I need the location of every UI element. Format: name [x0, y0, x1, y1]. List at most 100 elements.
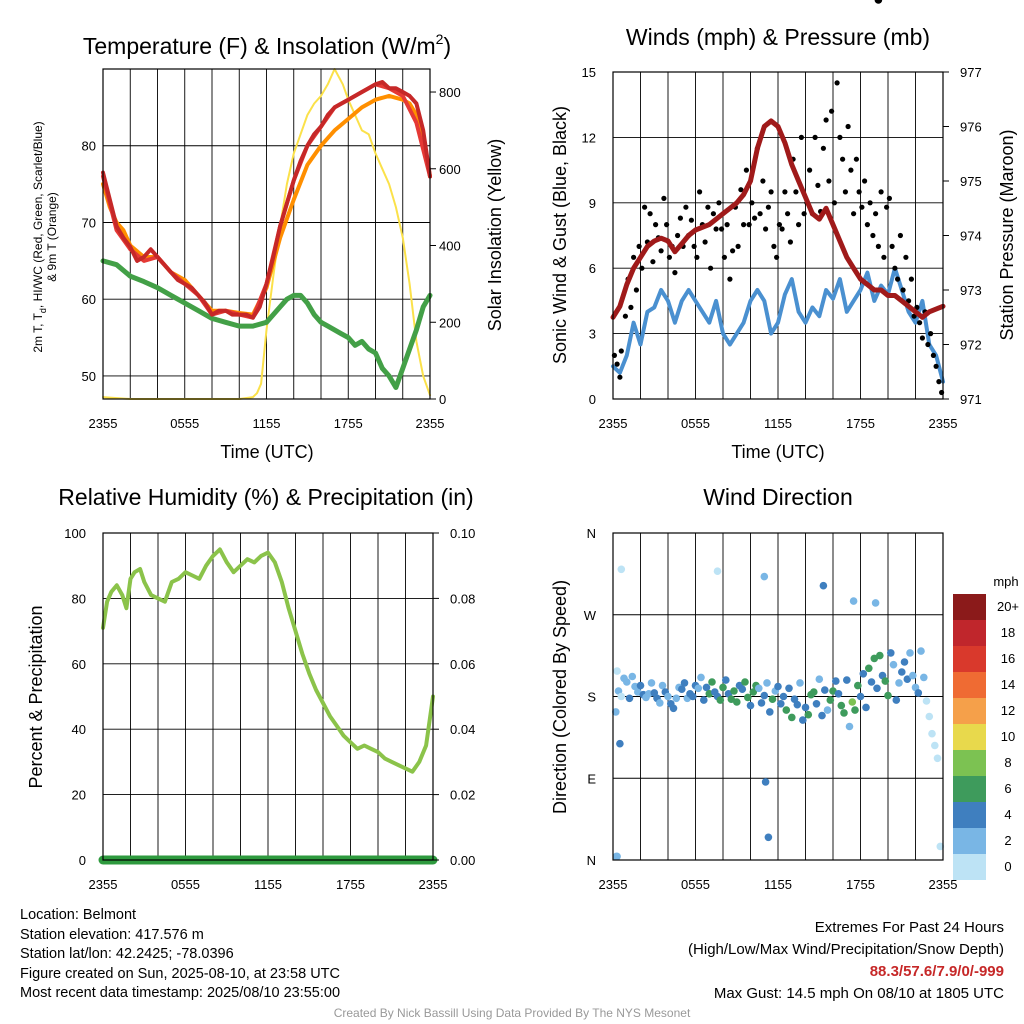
gust-point — [892, 265, 898, 271]
gust-point — [820, 145, 827, 151]
wind-plot-area — [610, 80, 946, 396]
gust-point — [826, 178, 832, 184]
temperature-x-tick-2355: 2355 — [416, 416, 445, 431]
temperature-panel-title: Temperature (F) & Insolation (W/m2) — [83, 31, 451, 59]
gust-point — [853, 156, 860, 162]
temperature-x-tick-0555: 0555 — [170, 416, 199, 431]
humidity-left-axis-label: Percent & Precipitation — [26, 605, 46, 788]
direction-point — [694, 684, 703, 693]
gust-point — [829, 108, 835, 114]
direction-point — [796, 679, 804, 687]
direction-point — [697, 673, 705, 682]
gust-point — [881, 254, 887, 260]
direction-point — [774, 682, 782, 691]
direction-point — [744, 693, 752, 702]
direction-point — [761, 778, 770, 786]
direction-point — [766, 708, 774, 716]
gust-point — [647, 211, 653, 217]
direction-x-tick-0555: 0555 — [681, 877, 710, 892]
gust-point — [831, 200, 838, 206]
direction-point — [895, 679, 903, 687]
pressure-right-axis-label: Station Pressure (Maroon) — [997, 129, 1017, 340]
direction-point — [928, 729, 936, 738]
gust-point — [895, 276, 901, 282]
gust-point — [752, 215, 758, 221]
direction-point — [815, 675, 824, 683]
gust-point — [735, 243, 741, 249]
gust-point — [743, 167, 750, 173]
gust-point — [840, 156, 846, 162]
speed-colorbar: 20+ 18 16 14 12 10 8 6 4 2 0 — [953, 594, 1019, 880]
gust-point — [815, 182, 821, 188]
extremes-subheading: (High/Low/Max Wind/Precipitation/Snow De… — [688, 941, 1004, 958]
colorbar-swatch — [953, 776, 986, 802]
direction-point — [779, 692, 788, 701]
colorbar-swatch — [953, 672, 986, 698]
pressure-y2-tick-977: 977 — [960, 65, 982, 80]
direction-point — [884, 691, 892, 700]
direction-point — [623, 678, 631, 686]
colorbar-swatch — [953, 620, 986, 646]
direction-point — [617, 565, 626, 574]
direction-point — [625, 694, 634, 703]
direction-point — [925, 712, 934, 721]
direction-point — [914, 689, 923, 697]
wind-y-tick-6: 6 — [589, 261, 596, 276]
colorbar-label-16: 16 — [1001, 651, 1015, 666]
pressure-y2-tick-976: 976 — [960, 120, 982, 135]
humidity-x-tick-0555: 0555 — [171, 877, 200, 892]
direction-point — [647, 679, 656, 687]
direction-point — [810, 688, 818, 696]
colorbar-label-8: 8 — [1004, 755, 1011, 770]
colorbar-swatch — [953, 698, 986, 724]
gust-point — [697, 189, 703, 195]
gust-point — [705, 204, 711, 210]
direction-point — [917, 647, 925, 655]
temperature-left-axis-label-line1: 2m T, Td, HI/WC (Red, Green, Scarlet/Blu… — [31, 121, 48, 352]
humidity-y-tick-0: 0 — [79, 853, 86, 868]
humidity-x-tick-2355: 2355 — [419, 877, 448, 892]
direction-point — [804, 710, 813, 719]
direction-point — [832, 677, 840, 685]
gust-point — [713, 226, 719, 232]
gust-point — [724, 222, 730, 228]
gust-point — [614, 361, 620, 367]
direction-point — [856, 692, 865, 701]
direction-point — [920, 673, 928, 682]
gust-point — [919, 335, 926, 341]
direction-y-tick-N-0: N — [587, 853, 596, 868]
gust-point — [793, 189, 799, 195]
gust-point — [798, 134, 805, 140]
temperature-x-tick-1755: 1755 — [334, 416, 363, 431]
gust-point — [650, 259, 656, 265]
gust-point — [807, 167, 813, 173]
direction-x-tick-2355: 2355 — [929, 877, 958, 892]
direction-point — [887, 649, 895, 657]
station-info: Location: Belmont Station elevation: 417… — [20, 906, 340, 1004]
direction-point — [628, 672, 637, 681]
gust-point — [768, 189, 774, 195]
wind-y-tick-12: 12 — [582, 130, 596, 145]
temperature-left-axis-label-line2: & 9m T (Orange) — [45, 192, 59, 282]
direction-point — [763, 679, 771, 687]
direction-point — [845, 722, 854, 731]
gust-point — [771, 243, 777, 249]
direction-point — [768, 695, 777, 703]
humidity-y-tick-60: 60 — [72, 657, 86, 672]
colorbar-label-6: 6 — [1004, 781, 1011, 796]
gust-point — [834, 80, 840, 86]
gust-point — [618, 348, 624, 354]
direction-grid — [613, 533, 943, 860]
direction-x-tick-2355: 2355 — [599, 877, 628, 892]
gust-point — [925, 341, 931, 348]
direction-point — [834, 690, 843, 698]
wind-x-axis-label: Time (UTC) — [731, 442, 824, 462]
extremes-values: 88.3/57.6/7.9/0/-999 — [869, 963, 1004, 980]
direction-point — [713, 567, 722, 575]
direction-point — [782, 706, 791, 714]
direction-point — [837, 701, 846, 710]
direction-point — [716, 696, 725, 704]
direction-point — [867, 678, 876, 686]
